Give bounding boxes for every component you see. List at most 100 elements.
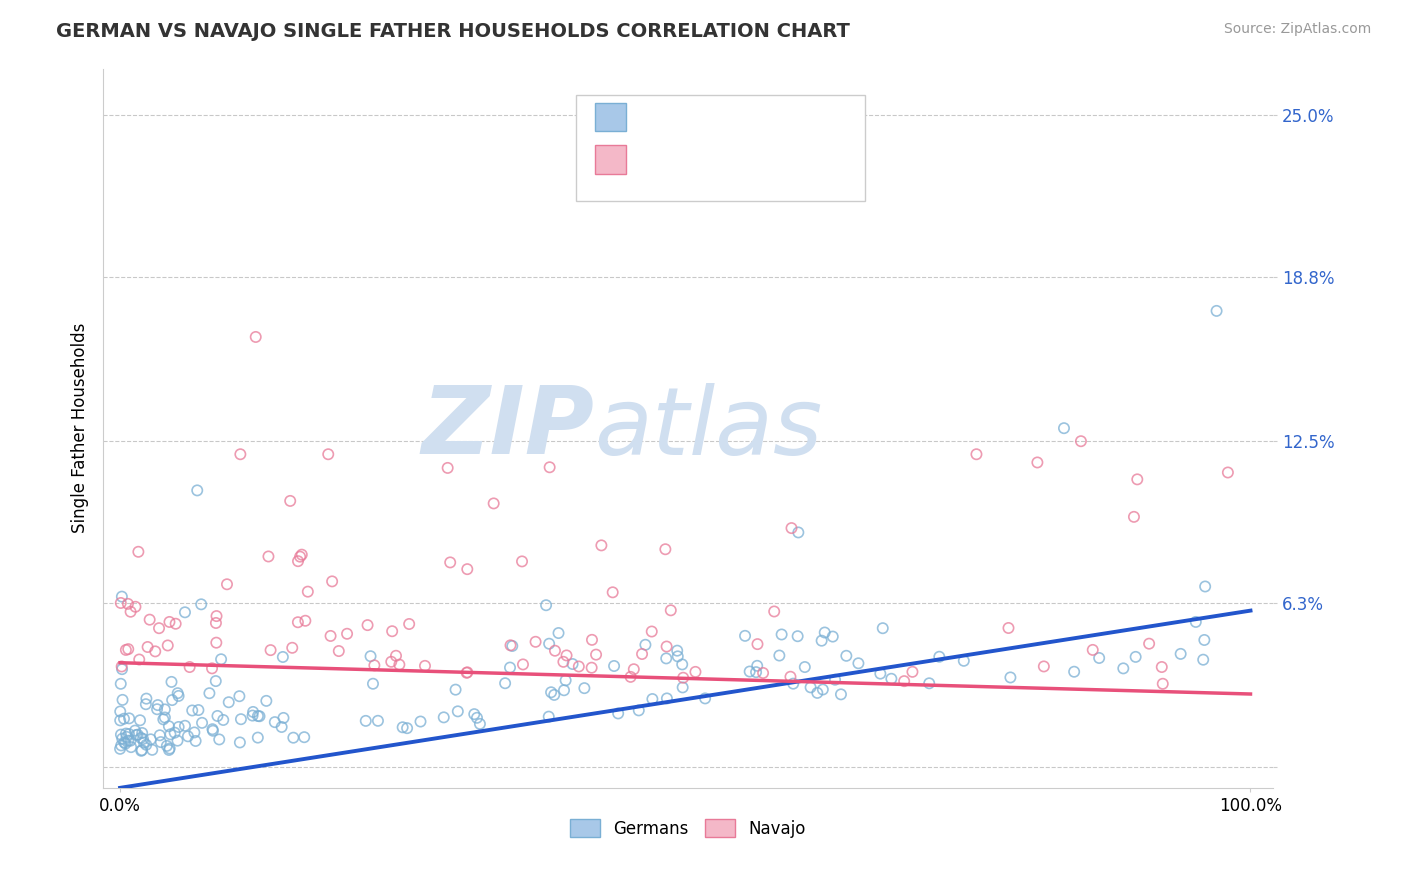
Point <box>482 496 505 510</box>
Point <box>201 722 224 736</box>
Point <box>385 648 408 663</box>
Point <box>270 720 292 734</box>
Point <box>263 715 285 730</box>
Point <box>201 723 224 738</box>
Point <box>360 649 382 664</box>
Point <box>129 744 152 758</box>
Point <box>1185 615 1208 629</box>
Point <box>118 711 141 725</box>
Point <box>212 713 235 727</box>
Point <box>190 597 212 611</box>
Point <box>1192 653 1215 667</box>
Text: GERMAN VS NAVAJO SINGLE FATHER HOUSEHOLDS CORRELATION CHART: GERMAN VS NAVAJO SINGLE FATHER HOUSEHOLD… <box>56 22 851 41</box>
Point <box>118 727 141 741</box>
Point <box>672 681 695 695</box>
Point <box>131 743 153 757</box>
Point <box>204 674 226 689</box>
Point <box>207 709 229 723</box>
Point <box>110 596 132 610</box>
Point <box>800 681 823 695</box>
Point <box>205 609 228 624</box>
Point <box>291 548 314 562</box>
Point <box>229 735 252 749</box>
Point <box>544 644 567 658</box>
Point <box>259 643 281 657</box>
Point <box>328 644 350 658</box>
Point <box>685 665 707 679</box>
Point <box>747 658 769 673</box>
Point <box>655 691 678 706</box>
Point <box>553 655 575 669</box>
Point <box>132 736 155 750</box>
Point <box>747 637 769 651</box>
Text: Source: ZipAtlas.com: Source: ZipAtlas.com <box>1223 22 1371 37</box>
Point <box>112 712 135 726</box>
Point <box>111 590 134 604</box>
Point <box>257 549 280 564</box>
Point <box>768 648 790 663</box>
Point <box>494 676 516 690</box>
Point <box>166 686 188 700</box>
Point <box>620 670 643 684</box>
Point <box>391 720 413 734</box>
Point <box>1137 637 1160 651</box>
Point <box>135 691 157 706</box>
Point <box>574 681 596 695</box>
Text: R = -0.069  N =  91: R = -0.069 N = 91 <box>634 151 834 169</box>
Point <box>835 648 858 663</box>
Point <box>1053 421 1076 435</box>
Point <box>110 705 132 719</box>
Point <box>745 665 768 680</box>
Point <box>1170 647 1192 661</box>
Point <box>160 674 183 689</box>
Point <box>666 649 689 664</box>
Point <box>120 740 142 755</box>
Point <box>354 714 377 728</box>
Point <box>361 677 384 691</box>
Point <box>821 630 844 644</box>
Point <box>187 703 209 717</box>
Point <box>111 662 134 676</box>
Point <box>110 739 132 753</box>
Point <box>793 660 815 674</box>
Point <box>245 330 267 344</box>
Point <box>811 682 834 697</box>
Point <box>139 732 162 747</box>
Point <box>141 743 163 757</box>
Point <box>893 674 915 689</box>
Point <box>156 739 179 753</box>
Point <box>273 711 295 725</box>
Point <box>1194 579 1216 593</box>
Point <box>242 705 264 719</box>
Point <box>183 725 205 739</box>
Point <box>763 605 786 619</box>
Point <box>456 665 478 680</box>
Point <box>174 605 197 619</box>
Point <box>117 733 139 747</box>
Point <box>114 737 136 751</box>
Point <box>671 657 693 672</box>
Point <box>135 697 157 711</box>
Legend: Germans, Navajo: Germans, Navajo <box>564 813 813 844</box>
Point <box>880 672 903 686</box>
Point <box>292 730 315 744</box>
Point <box>388 657 411 672</box>
Point <box>738 665 761 679</box>
Point <box>666 643 689 657</box>
Point <box>135 738 157 752</box>
Point <box>672 671 695 685</box>
Point <box>786 629 808 643</box>
Point <box>659 603 682 617</box>
Point <box>127 545 149 559</box>
Point <box>131 726 153 740</box>
Point <box>554 673 576 688</box>
Text: R =  0.324  N = 161: R = 0.324 N = 161 <box>634 108 834 126</box>
Point <box>1123 509 1146 524</box>
Point <box>124 599 146 614</box>
Point <box>869 666 891 681</box>
Point <box>752 665 775 680</box>
Point <box>627 703 650 717</box>
Point <box>283 731 305 745</box>
Point <box>177 729 200 743</box>
Point <box>409 714 432 729</box>
